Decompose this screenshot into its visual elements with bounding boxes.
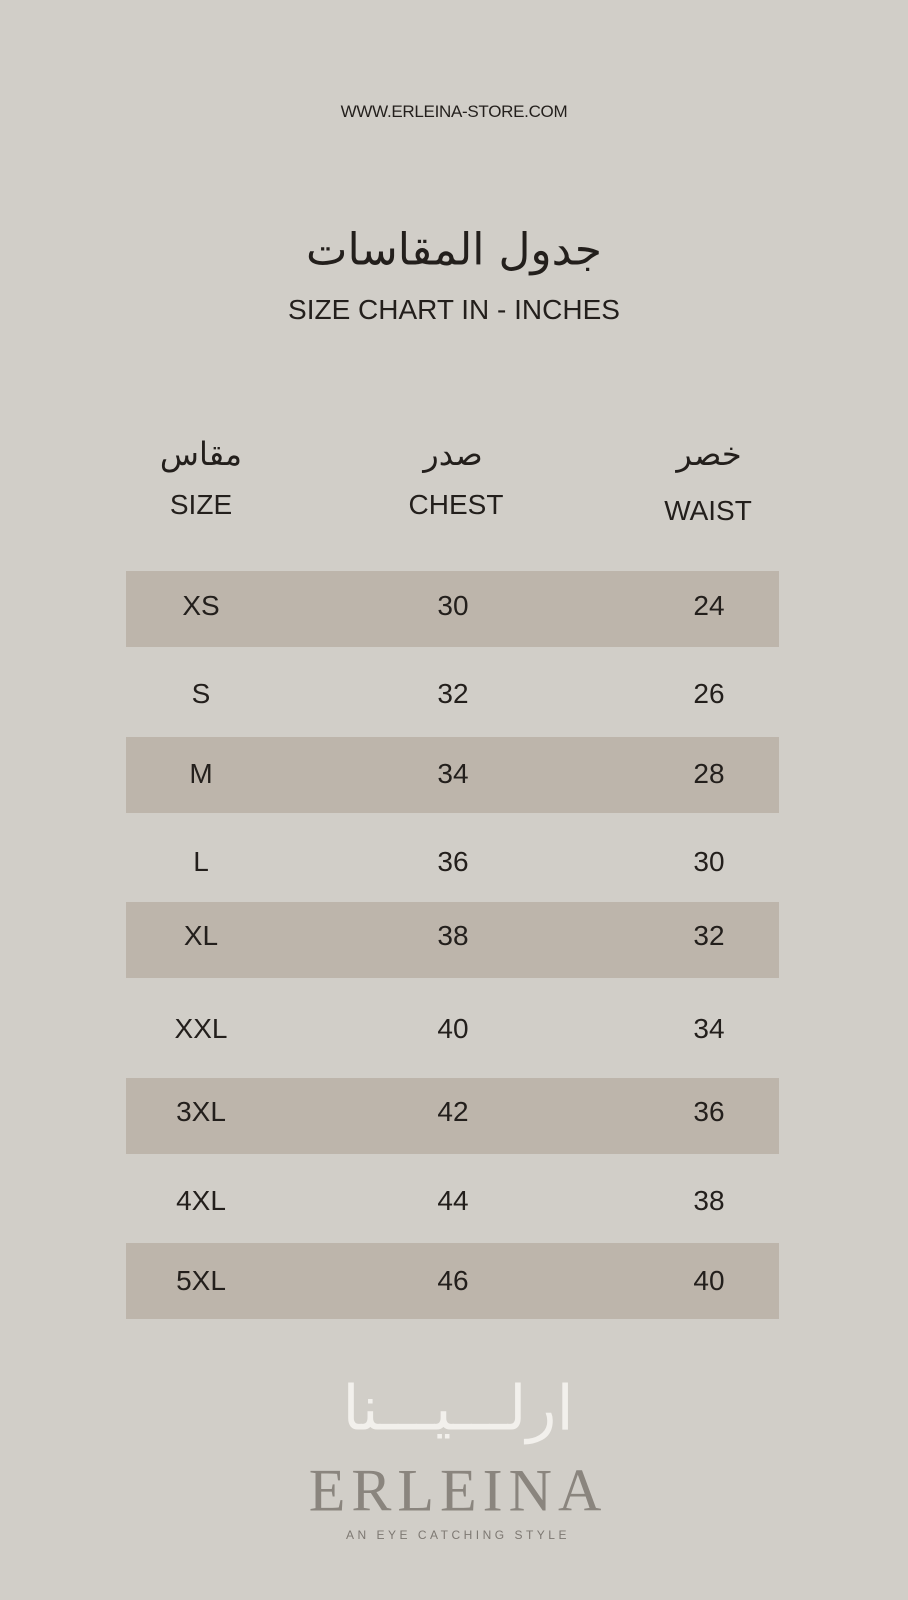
- cell-waist: 36: [693, 1096, 725, 1127]
- cell-size: XS: [182, 590, 220, 621]
- cell-waist: 34: [693, 1013, 725, 1044]
- page-title: SIZE CHART IN - INCHES: [288, 294, 620, 325]
- website-url: WWW.ERLEINA-STORE.COM: [340, 102, 568, 121]
- cell-chest: 38: [437, 920, 469, 951]
- cell-size: 4XL: [176, 1185, 226, 1216]
- cell-chest: 46: [437, 1265, 469, 1296]
- cell-chest: 44: [437, 1185, 469, 1216]
- logo-tagline: AN EYE CATCHING STYLE: [346, 1528, 570, 1542]
- cell-size: M: [189, 758, 213, 789]
- column-header-waist: WAIST: [664, 495, 752, 526]
- row-stripe: [126, 1078, 779, 1154]
- cell-waist: 26: [693, 678, 725, 709]
- row-stripe: [126, 902, 779, 978]
- page-title-arabic: جدول المقاسات: [306, 224, 602, 276]
- cell-chest: 40: [437, 1013, 469, 1044]
- cell-waist: 28: [693, 758, 725, 789]
- column-header-chest: CHEST: [408, 489, 504, 520]
- cell-size: XL: [183, 920, 219, 951]
- cell-waist: 24: [693, 590, 725, 621]
- row-stripe: [126, 571, 779, 647]
- row-stripe: [126, 737, 779, 813]
- logo-arabic: ارلـــيـــنا: [342, 1371, 574, 1445]
- cell-size: 3XL: [176, 1096, 226, 1127]
- column-header-chest-arabic: صدر: [423, 435, 483, 473]
- cell-chest: 30: [437, 590, 469, 621]
- cell-chest: 42: [437, 1096, 469, 1127]
- column-header-size: SIZE: [169, 489, 233, 520]
- cell-waist: 38: [693, 1185, 725, 1216]
- cell-waist: 30: [693, 846, 725, 877]
- cell-chest: 32: [437, 678, 469, 709]
- logo-wordmark: ERLEINA: [308, 1457, 608, 1524]
- cell-size: XXL: [174, 1013, 228, 1044]
- column-header-size-arabic: مقاس: [159, 435, 243, 473]
- cell-chest: 36: [437, 846, 469, 877]
- row-stripe: [126, 1243, 779, 1319]
- cell-size: S: [191, 678, 211, 709]
- cell-waist: 32: [693, 920, 725, 951]
- column-header-waist-arabic: خصر: [676, 435, 742, 473]
- cell-chest: 34: [437, 758, 469, 789]
- cell-size: 5XL: [176, 1265, 226, 1296]
- cell-waist: 40: [693, 1265, 725, 1296]
- cell-size: L: [193, 846, 209, 877]
